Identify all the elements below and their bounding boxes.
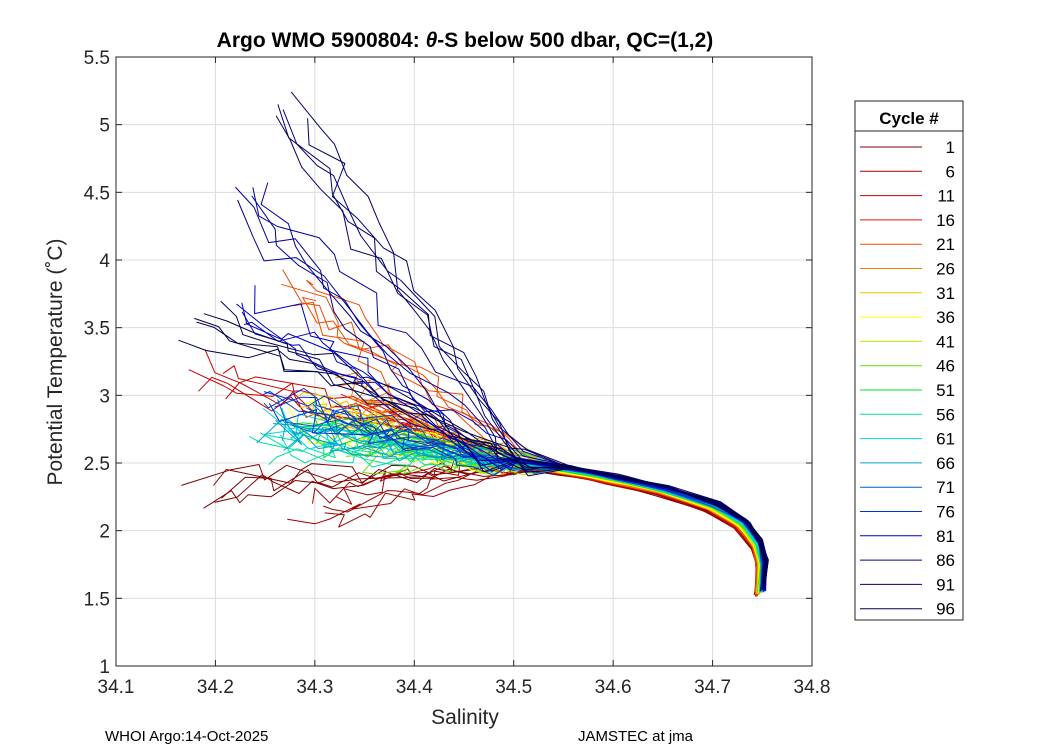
profile-line-cycle-26	[334, 371, 759, 593]
legend-label-11: 11	[937, 187, 955, 206]
legend-label-16: 16	[936, 211, 955, 230]
legend-label-56: 56	[936, 405, 955, 424]
y-axis-label: Potential Temperature (˚C)	[44, 238, 67, 485]
legend-title: Cycle #	[879, 109, 939, 128]
y-axis-ticks: 1 1.5 2 2.5 3 3.5 4 4.5 5 5.5	[84, 48, 812, 678]
legend-label-66: 66	[936, 454, 955, 473]
x-tick-label: 34.6	[595, 677, 632, 698]
x-tick-label: 34.5	[495, 677, 532, 698]
series-group-26	[334, 371, 763, 595]
legend-label-76: 76	[936, 503, 955, 522]
profile-line-cycle-26	[354, 377, 761, 592]
profile-line-cycle-11	[222, 365, 757, 595]
x-tick-label: 34.8	[794, 677, 831, 698]
profile-line-cycle-6	[323, 461, 759, 597]
chart-title-theta: θ	[426, 29, 438, 52]
profile-line-cycle-6	[287, 464, 760, 595]
profile-line-cycle-6	[312, 461, 758, 594]
profile-line-cycle-46	[364, 436, 762, 593]
y-tick-label: 2	[99, 522, 110, 543]
legend-label-61: 61	[936, 430, 955, 449]
legend-label-86: 86	[936, 551, 955, 570]
legend-box	[854, 100, 964, 621]
series-group-1	[181, 463, 760, 596]
profile-line-cycle-76	[263, 387, 766, 591]
profile-line-cycle-91	[290, 91, 764, 588]
y-tick-label: 5.5	[84, 48, 110, 69]
profile-line-cycle-6	[324, 467, 760, 596]
y-tick-label: 4	[99, 251, 110, 272]
profile-line-cycle-1	[213, 463, 759, 596]
legend-label-21: 21	[936, 235, 955, 254]
chart-title-suffix: -S below 500 dbar, QC=(1,2)	[437, 29, 713, 52]
profile-line-cycle-86	[251, 195, 768, 591]
x-tick-label: 34.2	[197, 677, 234, 698]
data-series	[178, 91, 769, 597]
x-axis-ticks: 34.1 34.2 34.3 34.4 34.5 34.6 34.7 34.8	[98, 57, 831, 698]
y-tick-label: 5	[99, 116, 110, 137]
y-tick-label: 3	[99, 386, 110, 407]
profile-line-cycle-1	[214, 467, 760, 596]
legend-label-1: 1	[946, 138, 955, 157]
profile-line-cycle-71	[277, 399, 762, 591]
legend-label-41: 41	[936, 332, 955, 351]
footer-left: WHOI Argo:14-Oct-2025	[105, 728, 268, 745]
y-tick-label: 1	[99, 657, 110, 678]
profile-line-cycle-91	[275, 115, 769, 590]
x-tick-label: 34.1	[98, 677, 135, 698]
grid-lines	[115, 56, 813, 667]
legend-label-91: 91	[936, 575, 955, 594]
legend-label-71: 71	[936, 478, 955, 497]
x-tick-label: 34.3	[296, 677, 333, 698]
profile-line-cycle-1	[181, 464, 760, 596]
legend-label-81: 81	[936, 527, 955, 546]
legend-label-31: 31	[936, 284, 955, 303]
chart-title-prefix: Argo WMO 5900804:	[217, 29, 426, 52]
profile-line-cycle-46	[361, 435, 765, 591]
legend-label-36: 36	[936, 308, 955, 327]
legend-label-96: 96	[936, 600, 955, 619]
profile-line-cycle-41	[345, 429, 763, 593]
legend-label-46: 46	[936, 357, 955, 376]
profile-line-cycle-91	[277, 104, 768, 590]
legend-label-6: 6	[946, 162, 955, 181]
profile-line-cycle-66	[283, 433, 766, 593]
y-tick-label: 4.5	[84, 183, 110, 204]
profile-line-cycle-91	[282, 109, 767, 589]
profile-line-cycle-81	[241, 311, 768, 589]
x-tick-label: 34.7	[694, 677, 731, 698]
profile-line-cycle-86	[252, 187, 767, 590]
series-group-96	[178, 300, 769, 590]
profile-line-cycle-96	[220, 300, 769, 589]
x-tick-label: 34.4	[396, 677, 433, 698]
profile-line-cycle-66	[275, 419, 764, 591]
y-tick-label: 1.5	[84, 589, 110, 610]
profile-line-cycle-96	[178, 339, 766, 590]
y-tick-label: 3.5	[84, 319, 110, 340]
footer-right: JAMSTEC at jma	[578, 728, 694, 745]
legend: Cycle # 16111621263136414651566166717681…	[854, 100, 964, 621]
plot-frame	[115, 56, 813, 667]
chart-title: Argo WMO 5900804: θ-S below 500 dbar, QC…	[217, 29, 714, 52]
series-group-56	[248, 428, 766, 592]
legend-label-26: 26	[936, 260, 955, 279]
legend-label-51: 51	[936, 381, 955, 400]
series-group-91	[275, 91, 769, 590]
y-tick-label: 2.5	[84, 454, 110, 475]
x-axis-label: Salinity	[431, 706, 499, 729]
